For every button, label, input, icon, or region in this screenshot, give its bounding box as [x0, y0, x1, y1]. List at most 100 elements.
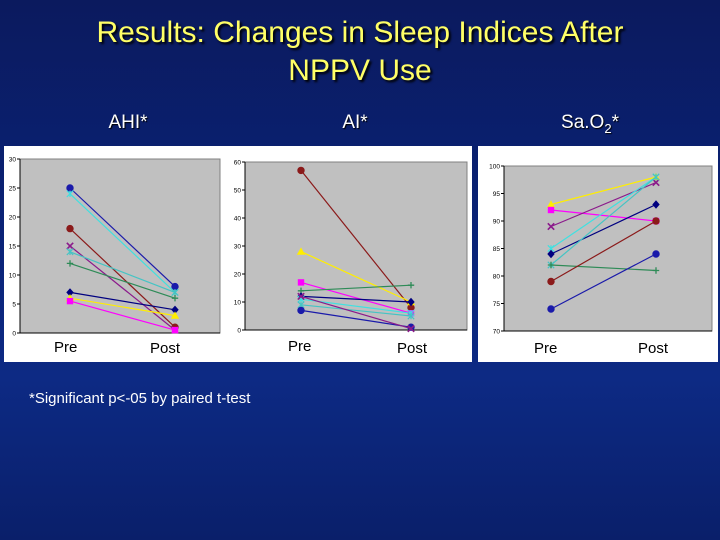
sao2-series-8-line [550, 220, 657, 283]
sao2-chart-svg: 70 75 80 85 90 95 100 [489, 164, 713, 336]
sao2-series-7-post-point [652, 267, 660, 274]
sao2-title-tail: * [611, 112, 619, 133]
ahi-y-tick-label: 25 [9, 186, 17, 193]
ahi-chart-title: AHI* [108, 112, 148, 133]
ahi-y-tick-label: 0 [12, 331, 16, 338]
ai-series-3-pre-point [297, 279, 305, 286]
ahi-series-8-post-point [170, 311, 180, 319]
ahi-y-tick-label: 10 [9, 273, 17, 280]
sao2-series-6-post-point [652, 173, 660, 181]
ai-series-2-pre-point [296, 247, 306, 255]
ahi-series-4-line [69, 245, 176, 331]
ai-series-4-post-point [407, 282, 415, 289]
sao2-y-tick-label: 70 [493, 329, 501, 336]
ahi-series-1-post-point [171, 282, 179, 291]
ahi-series-9-pre-point [66, 297, 74, 305]
ai-series-9-pre-point [297, 292, 305, 301]
ahi-chart: 0 5 10 15 20 25 30 Pre Post [4, 146, 227, 362]
ai-series-8-line [300, 309, 412, 328]
sao2-title-sub: 2 [604, 120, 612, 136]
ahi-series-3-pre-point [66, 224, 74, 233]
ahi-series-3-line [69, 228, 176, 328]
ai-y-tick-label: 40 [234, 216, 242, 223]
sao2-y-tick-label: 100 [489, 164, 500, 171]
sao2-chart: 70 75 80 85 90 95 100 Pre Post [478, 146, 718, 362]
sao2-series-5-line [550, 203, 657, 255]
footnote: *Significant p<-05 by paired t-test [29, 390, 251, 407]
sao2-y-tick-label: 80 [493, 274, 501, 281]
slide-title: Results: Changes in Sleep Indices After … [0, 14, 720, 90]
ai-series-9-post-point [407, 324, 415, 333]
ahi-series-5-pre-point [66, 248, 74, 256]
ai-y-tick-label: 60 [234, 160, 242, 167]
sao2-series-7-line [550, 264, 657, 272]
ai-plot-area [244, 161, 468, 331]
ai-series-2-line [300, 251, 412, 303]
ai-series-1-line [300, 170, 412, 308]
ai-y-tick-label: 10 [234, 300, 242, 307]
sao2-title-main: Sa.O [561, 112, 605, 133]
ahi-series-6-post-point [171, 295, 179, 302]
sao2-series-7-pre-point [547, 261, 555, 269]
sao2-series-9-pre-point [547, 305, 555, 313]
ahi-series-2-pre-point [66, 190, 74, 198]
sao2-y-tick-label: 85 [493, 246, 501, 253]
ai-series-9-line [300, 295, 412, 330]
sao2-x-label-post: Post [638, 340, 669, 357]
sao2-series-3-line [550, 181, 657, 228]
sao2-series-4-line [550, 176, 657, 249]
sao2-series-2-pre-point [547, 206, 555, 214]
slide-title-line1: Results: Changes in Sleep Indices After [96, 16, 624, 49]
ai-x-label-post: Post [397, 340, 428, 357]
sao2-series-1-line [550, 176, 657, 206]
sao2-y-tick-label: 95 [493, 191, 501, 198]
ahi-chart-svg: 0 5 10 15 20 25 30 [9, 157, 221, 338]
ahi-series-1-line [69, 187, 176, 288]
ahi-y-tick-label: 30 [9, 157, 17, 164]
ahi-y-tick-label: 5 [12, 302, 16, 309]
ahi-series-9-line [69, 300, 176, 331]
ai-series-1-pre-point [297, 166, 305, 175]
ai-x-label-pre: Pre [288, 338, 312, 355]
ai-series-7-line [300, 304, 412, 317]
ai-series-4-line [300, 284, 412, 292]
ahi-plot-area [19, 158, 221, 334]
sao2-y-tick-label: 90 [493, 219, 501, 226]
sao2-series-1-pre-point [546, 200, 556, 208]
slide-title-line2: NPPV Use [288, 54, 432, 87]
ahi-series-4-pre-point [66, 242, 74, 250]
ai-chart-title: AI* [342, 112, 368, 133]
ahi-series-7-pre-point [66, 288, 74, 297]
sao2-series-5-pre-point [547, 249, 555, 259]
ahi-series-6-pre-point [66, 260, 74, 267]
sao2-series-5-post-point [652, 200, 660, 209]
ai-chart: 0 10 20 30 40 50 60 Pre Post [227, 146, 472, 362]
sao2-series-9-line [550, 253, 657, 310]
ahi-series-1-pre-point [66, 184, 74, 192]
ahi-series-8-line [69, 297, 176, 317]
ahi-series-5-post-point [171, 288, 179, 297]
sao2-series-2-line [550, 209, 657, 222]
sao2-series-3-pre-point [547, 222, 555, 231]
ai-series-5-post-point [407, 297, 415, 307]
ahi-x-label-pre: Pre [54, 339, 78, 356]
ahi-series-7-line [69, 291, 176, 311]
sao2-x-label-pre: Pre [534, 340, 558, 357]
sao2-chart-title: Sa.O2* [540, 112, 640, 136]
ai-series-8-pre-point [297, 306, 305, 315]
sao2-series-8-post-point [652, 217, 660, 225]
ahi-y-tick-label: 15 [9, 244, 17, 251]
sao2-series-3-post-point [652, 178, 660, 187]
ai-series-3-line [300, 281, 412, 314]
ai-series-7-post-point [407, 312, 415, 320]
ahi-series-9-post-point [171, 326, 179, 334]
ai-y-tick-label: 0 [237, 328, 241, 335]
ai-y-tick-label: 30 [234, 244, 242, 251]
sao2-series-6-line [550, 176, 657, 266]
ahi-series-5-line [69, 251, 176, 293]
ahi-series-6-line [69, 262, 176, 299]
ahi-series-2-line [69, 193, 176, 293]
ahi-y-tick-label: 20 [9, 215, 17, 222]
sao2-series-9-post-point [652, 250, 660, 258]
sao2-y-tick-label: 75 [493, 301, 501, 308]
